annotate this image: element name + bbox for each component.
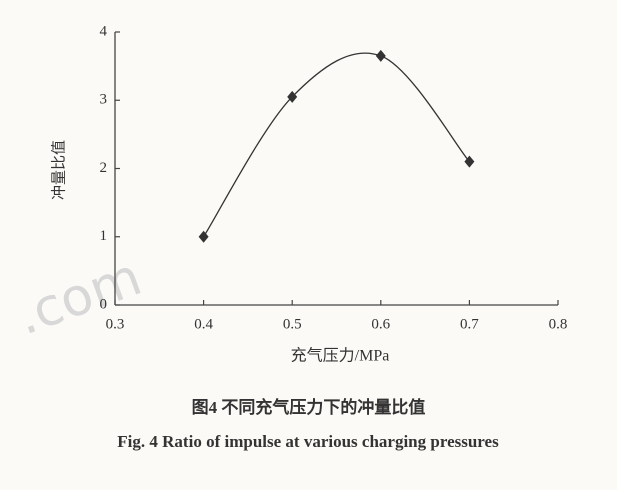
chart: 冲量比值 充气压力/MPa .com 0 1 2 3 4 0.3 0.4 0.5 0.6 0.7 0… bbox=[9, 23, 568, 365]
marker bbox=[287, 90, 298, 103]
x-tick-label: 0.5 bbox=[283, 316, 302, 332]
x-tick-label: 0.6 bbox=[371, 316, 390, 332]
marker bbox=[464, 155, 475, 168]
y-tick-label: 0 bbox=[100, 296, 108, 312]
caption-cn: 图4 不同充气压力下的冲量比值 bbox=[191, 398, 426, 417]
marker bbox=[198, 230, 209, 243]
watermark: .com bbox=[9, 247, 149, 347]
y-tick-label: 2 bbox=[100, 160, 108, 176]
x-tick-label: 0.7 bbox=[460, 316, 479, 332]
y-tick-label: 4 bbox=[100, 23, 108, 39]
x-axis-label: 充气压力/MPa bbox=[291, 347, 390, 365]
x-tick-label: 0.3 bbox=[106, 316, 125, 332]
x-tick-label: 0.4 bbox=[194, 316, 213, 332]
marker bbox=[375, 49, 386, 62]
series-line bbox=[203, 52, 470, 238]
caption-en: Fig. 4 Ratio of impulse at various charg… bbox=[117, 432, 499, 451]
x-tick-label: 0.8 bbox=[549, 316, 568, 332]
y-axis-label: 冲量比值 bbox=[50, 140, 67, 200]
y-tick-label: 3 bbox=[100, 92, 108, 108]
y-tick-label: 1 bbox=[100, 228, 108, 244]
